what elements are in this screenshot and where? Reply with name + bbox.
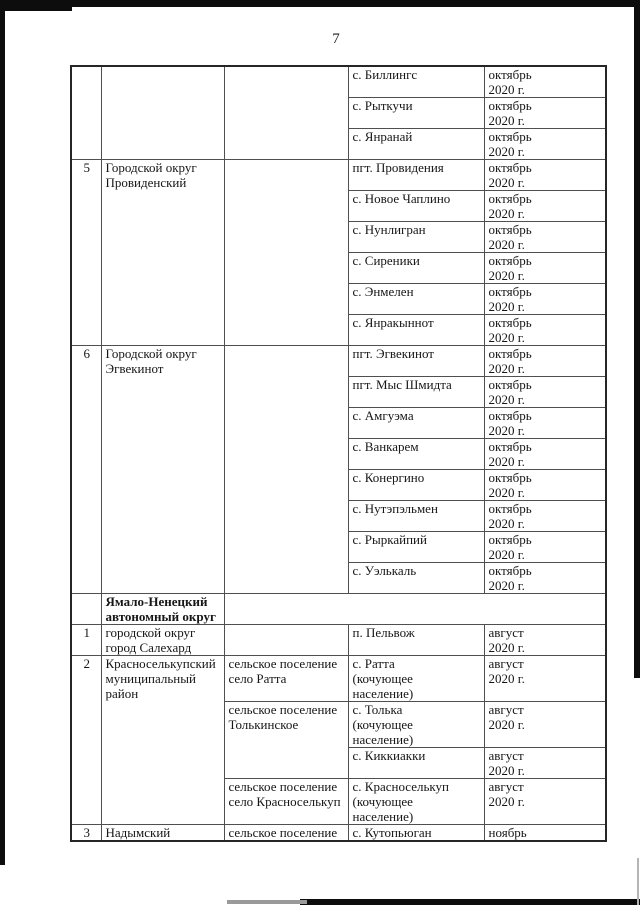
settlements-table-body: с. Биллингс октябрь 2020 г. с. Рыткучи октя…: [70, 65, 607, 842]
settlements-table: с. Биллингс октябрь 2020 г. с. Рыткучи октя…: [70, 65, 607, 842]
table-cell: с. Уэлькаль: [347, 562, 485, 594]
table-row: Ямало-Ненецкий автономный округ: [70, 593, 607, 625]
table-cell: с. Янранай: [347, 128, 485, 160]
table-row: сельское поселение Толькинское с. Толька …: [71, 701, 607, 779]
table-cell: с. Амгуэма: [347, 407, 485, 439]
table-cell: октябрь 2020 г.: [483, 128, 607, 160]
table-cell: октябрь 2020 г.: [483, 345, 607, 377]
table-cell: п. Пельвож: [347, 624, 485, 656]
table-cell: с. Янракыннот: [347, 314, 485, 346]
scan-artifact-bottom-bar-fade: [227, 900, 307, 904]
scan-artifact-right-strip: [634, 0, 640, 678]
table-cell: пгт. Эгвекинот: [347, 345, 485, 377]
table-cell: август 2020 г.: [483, 655, 607, 702]
table-cell: 6: [70, 345, 102, 594]
table-cell: октябрь 2020 г.: [483, 65, 607, 98]
table-cell: городской округ город Салехард: [100, 624, 225, 656]
table-row: с. Киккиакки август 2020 г.: [71, 747, 607, 779]
scan-artifact-right-edge-line: [637, 858, 639, 905]
table-cell: [223, 345, 349, 594]
table-cell: сельское поселение: [223, 824, 349, 842]
table-row: 3 Надымский сельское поселение с. Кутопьюга…: [70, 824, 607, 842]
table-row: с. Энмелен октябрь 2020 г.: [71, 283, 607, 315]
page-number: 7: [332, 31, 340, 47]
table-cell: Ямало-Ненецкий автономный округ: [100, 593, 225, 625]
table-row: с. Уэлькаль октябрь 2020 г.: [71, 562, 607, 594]
table-cell: август 2020 г.: [483, 778, 607, 825]
table-cell: с. Киккиакки: [347, 747, 485, 779]
table-cell: август 2020 г.: [483, 747, 607, 779]
table-cell: с. Конергино: [347, 469, 485, 501]
table-cell: с. Энмелен: [347, 283, 485, 315]
table-row: с. Янранай октябрь 2020 г.: [71, 128, 607, 160]
table-cell: сельское поселение Толькинское: [223, 701, 349, 779]
table-cell: ноябрь: [483, 824, 607, 842]
table-cell: с. Ратта (кочующее население): [347, 655, 485, 702]
table-cell: с. Красноселькуп (кочующее население): [347, 778, 485, 825]
table-row: с. Амгуэма октябрь 2020 г.: [71, 407, 607, 439]
table-cell: октябрь 2020 г.: [483, 469, 607, 501]
table-row: 5 Городской округ Провиденский пгт. Провид…: [70, 159, 607, 346]
table-cell: октябрь 2020 г.: [483, 562, 607, 594]
table-cell: октябрь 2020 г.: [483, 531, 607, 563]
table-cell: [223, 159, 349, 346]
table-cell: Городской округ Эгвекинот: [100, 345, 225, 594]
table-cell: октябрь 2020 г.: [483, 159, 607, 191]
scan-artifact-top-left-corner: [0, 0, 72, 11]
table-cell: [70, 65, 102, 160]
table-cell: с. Кутопьюган: [347, 824, 485, 842]
table-row: с. Рыткучи октябрь 2020 г.: [71, 97, 607, 129]
table-cell: октябрь 2020 г.: [483, 376, 607, 408]
table-cell: октябрь 2020 г.: [483, 252, 607, 284]
table-cell: Красноселькупский муниципальный район: [100, 655, 225, 825]
table-cell: [223, 65, 349, 160]
table-cell: август 2020 г.: [483, 701, 607, 748]
table-row: с. Новое Чаплино октябрь 2020 г.: [71, 190, 607, 222]
table-cell: август 2020 г.: [483, 624, 607, 656]
table-cell: 3: [70, 824, 102, 842]
table-cell: с. Биллингс: [347, 65, 485, 98]
table-cell: с. Толька (кочующее население): [347, 701, 485, 748]
table-cell: с. Нутэпэльмен: [347, 500, 485, 532]
table-cell: [70, 593, 102, 625]
table-cell: октябрь 2020 г.: [483, 190, 607, 222]
table-cell: [223, 593, 607, 625]
table-cell: пгт. Мыс Шмидта: [347, 376, 485, 408]
table-cell: [223, 624, 349, 656]
table-cell: октябрь 2020 г.: [483, 407, 607, 439]
table-cell: с. Сиреники: [347, 252, 485, 284]
table-row: 2 Красноселькупский муниципальный район се…: [70, 655, 607, 825]
table-cell: октябрь 2020 г.: [483, 438, 607, 470]
table-cell: сельское поселение село Красноселькуп: [223, 778, 349, 825]
table-cell: с. Рыткучи: [347, 97, 485, 129]
table-cell: октябрь 2020 г.: [483, 221, 607, 253]
table-row: с. Биллингс октябрь 2020 г.: [70, 65, 607, 160]
table-row: с. Сиреники октябрь 2020 г.: [71, 252, 607, 284]
table-cell: октябрь 2020 г.: [483, 500, 607, 532]
table-row: с. Нунлигран октябрь 2020 г.: [71, 221, 607, 253]
table-cell: с. Нунлигран: [347, 221, 485, 253]
table-cell: Городской округ Провиденский: [100, 159, 225, 346]
table-cell: 2: [70, 655, 102, 825]
table-cell: с. Новое Чаплино: [347, 190, 485, 222]
table-cell: 1: [70, 624, 102, 656]
table-row: 6 Городской округ Эгвекинот пгт. Эгвекинот…: [70, 345, 607, 594]
table-cell: пгт. Провидения: [347, 159, 485, 191]
scan-artifact-left-strip: [0, 0, 5, 865]
table-cell: с. Ванкарем: [347, 438, 485, 470]
scan-artifact-bottom-bar: [300, 899, 640, 905]
table-cell: сельское поселение село Ратта: [223, 655, 349, 702]
table-cell: с. Рыркайпий: [347, 531, 485, 563]
table-row: с. Конергино октябрь 2020 г.: [71, 469, 607, 501]
table-cell: октябрь 2020 г.: [483, 97, 607, 129]
table-cell: 5: [70, 159, 102, 346]
scan-artifact-top-bar: [0, 0, 640, 7]
table-cell: Надымский: [100, 824, 225, 842]
table-row: сельское поселение село Красноселькуп с. …: [71, 778, 607, 825]
table-cell: октябрь 2020 г.: [483, 283, 607, 315]
table-cell: октябрь 2020 г.: [483, 314, 607, 346]
table-row: 1 городской округ город Салехард п. Пельво…: [70, 624, 607, 656]
table-cell: [100, 65, 225, 160]
